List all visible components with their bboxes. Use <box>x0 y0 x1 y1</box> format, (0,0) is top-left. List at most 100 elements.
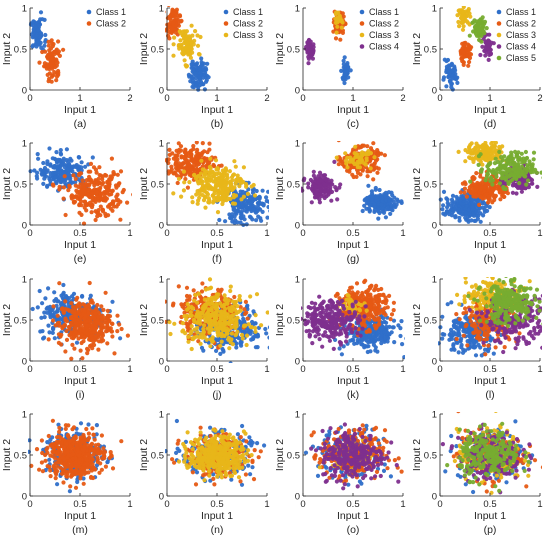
data-point <box>154 152 158 156</box>
data-point <box>79 160 84 165</box>
data-point <box>467 59 472 65</box>
data-point <box>177 43 182 48</box>
data-point <box>244 201 249 206</box>
data-point <box>213 158 219 163</box>
data-point <box>170 303 176 308</box>
data-point <box>78 348 83 353</box>
data-point <box>64 328 69 334</box>
data-point <box>340 75 345 80</box>
data-point <box>460 212 465 217</box>
data-point <box>40 49 45 55</box>
data-point <box>244 205 249 210</box>
data-point <box>170 26 175 31</box>
data-point <box>99 336 104 341</box>
data-point <box>223 167 228 172</box>
data-point <box>110 299 115 304</box>
data-point <box>183 45 189 50</box>
data-point <box>383 215 388 220</box>
data-point <box>100 207 105 212</box>
data-point <box>368 166 373 171</box>
data-point <box>171 171 176 176</box>
data-point <box>247 205 253 210</box>
data-point <box>371 177 376 182</box>
data-point <box>30 44 35 49</box>
data-point <box>36 19 42 24</box>
y-tick-label: 0.5 <box>14 180 27 191</box>
data-point <box>76 167 82 172</box>
series-class-1 <box>28 10 48 53</box>
data-point <box>445 205 450 210</box>
data-point <box>120 190 125 195</box>
series-class-4 <box>301 159 343 205</box>
data-point <box>472 187 477 192</box>
data-point <box>261 203 266 208</box>
data-point <box>60 306 65 311</box>
data-point <box>256 196 261 201</box>
data-point <box>59 162 64 167</box>
data-point <box>88 293 93 298</box>
data-point <box>304 44 309 49</box>
data-point <box>79 335 84 340</box>
data-point <box>237 193 242 198</box>
data-point <box>74 340 80 345</box>
data-point <box>322 182 327 187</box>
data-point <box>313 190 319 195</box>
data-point <box>519 189 525 194</box>
x-tick-label: 0 <box>27 228 32 239</box>
data-point <box>187 163 193 168</box>
data-point <box>265 310 269 315</box>
data-point <box>241 165 246 170</box>
data-point <box>391 203 397 208</box>
data-point <box>172 321 177 326</box>
data-point <box>94 190 99 195</box>
data-point <box>519 151 524 156</box>
data-point <box>234 345 239 350</box>
data-point <box>221 195 226 200</box>
data-point <box>503 175 509 180</box>
data-point <box>215 196 220 201</box>
data-point <box>339 68 344 73</box>
data-point <box>223 219 228 224</box>
data-point <box>451 200 457 205</box>
x-tick-label: 1 <box>127 228 132 239</box>
data-point <box>74 297 79 302</box>
data-point <box>497 144 502 150</box>
data-point <box>118 217 123 222</box>
series-class-1 <box>28 146 95 202</box>
data-point <box>181 188 186 193</box>
data-point <box>86 188 91 193</box>
data-point <box>188 37 193 42</box>
data-point <box>267 345 269 350</box>
data-point <box>75 190 80 195</box>
data-point <box>190 84 195 89</box>
data-point <box>199 152 204 157</box>
data-point <box>255 345 260 350</box>
data-point <box>179 154 184 159</box>
data-point <box>225 301 230 306</box>
data-point <box>486 200 491 205</box>
data-point <box>497 149 502 154</box>
data-point <box>100 331 105 336</box>
x-axis-label: Input 1 <box>474 104 506 116</box>
data-point <box>463 148 468 153</box>
y-tick-label: 0 <box>159 86 164 97</box>
data-point <box>192 80 197 85</box>
data-point <box>194 83 199 88</box>
subplot-caption: (e) <box>74 253 87 265</box>
series-class-2 <box>37 38 66 84</box>
data-point <box>69 194 74 199</box>
data-point <box>272 221 276 225</box>
data-point <box>461 49 466 54</box>
legend-marker <box>496 21 502 26</box>
data-point <box>453 206 458 211</box>
data-point <box>65 167 70 172</box>
data-point <box>375 170 380 175</box>
data-point <box>168 30 173 35</box>
data-point <box>78 328 83 333</box>
data-point <box>388 211 393 216</box>
data-point <box>68 331 73 336</box>
data-point <box>205 182 210 187</box>
data-point <box>471 159 476 164</box>
data-point <box>191 288 196 293</box>
data-point <box>244 333 250 338</box>
